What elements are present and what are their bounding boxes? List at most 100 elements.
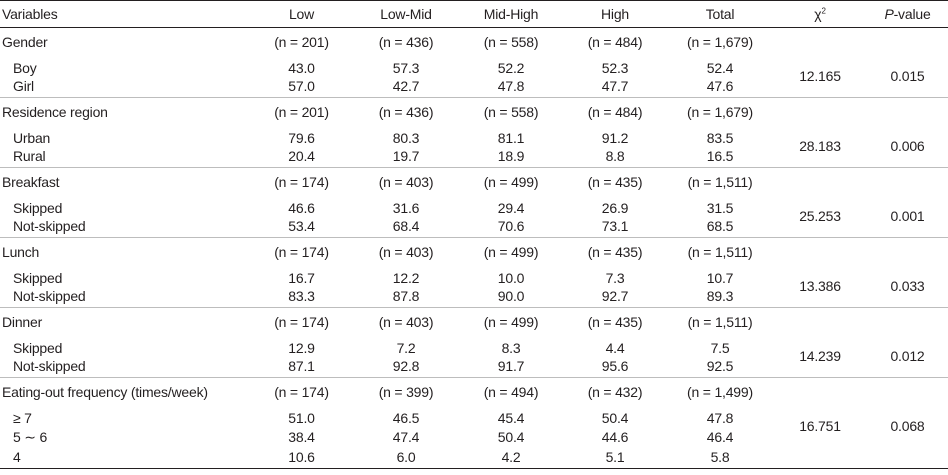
p-suffix: -value — [893, 6, 931, 22]
empty-cell — [773, 237, 867, 266]
value-total: 31.5 — [706, 199, 734, 216]
value-low-mid: 68.4 — [392, 217, 420, 234]
sample-size-total: (n = 1,511) — [667, 237, 773, 266]
header-p-value: P-value — [867, 0, 948, 28]
row-label: Not-skipped — [13, 217, 86, 234]
sample-size-mid-high: (n = 499) — [459, 237, 563, 266]
group-label: Dinner — [0, 307, 250, 336]
value-low: 87.1 — [288, 357, 315, 374]
value-low-mid: 57.3 — [392, 59, 420, 76]
value-low: 57.0 — [288, 77, 315, 94]
chi-square-value: 25.253 — [799, 207, 841, 224]
chi-square-value: 16.751 — [799, 418, 841, 434]
sample-size-total: (n = 1,511) — [667, 307, 773, 336]
sample-size-low-mid: (n = 403) — [353, 167, 459, 196]
p-value: 0.001 — [890, 207, 925, 224]
row-label: Boy — [13, 59, 37, 76]
value-high: 26.9 — [601, 199, 629, 216]
chi-square-value: 12.165 — [799, 67, 841, 84]
group-header-row: Residence region (n = 201) (n = 436) (n = 5… — [0, 97, 948, 126]
sample-size-mid-high: (n = 494) — [459, 377, 563, 406]
value-mid-high: 91.7 — [497, 357, 525, 374]
row-label: Girl — [13, 77, 34, 94]
row-label: 5 ∼ 6 — [13, 428, 48, 445]
p-value: 0.006 — [890, 137, 925, 154]
value-total: 46.4 — [706, 429, 734, 445]
empty-cell — [773, 97, 867, 126]
table-row: ≥ 7 51.0 46.5 45.4 50.4 47.8 16.751 0.068 — [0, 406, 948, 435]
value-low-mid: 42.7 — [392, 77, 420, 94]
chi-square-value: 13.386 — [799, 277, 841, 294]
table-row: Skipped 12.9 7.2 8.3 4.4 7.5 14.239 0.012 — [0, 336, 948, 364]
sample-size-low: (n = 174) — [250, 167, 353, 196]
empty-cell — [867, 167, 948, 196]
value-high: 50.4 — [601, 409, 629, 426]
p-value: 0.033 — [890, 277, 925, 294]
value-mid-high: 52.2 — [497, 59, 525, 76]
row-label: Rural — [13, 147, 46, 164]
table-row: Not-skipped 53.4 68.4 70.6 73.1 68.5 — [0, 217, 948, 238]
value-low: 51.0 — [288, 409, 315, 426]
empty-cell — [773, 28, 867, 56]
header-row: Variables Low Low-Mid Mid-High High Tota… — [0, 0, 948, 28]
value-total: 5.8 — [667, 447, 773, 469]
p-letter: P — [884, 6, 894, 22]
value-low: 46.6 — [288, 199, 315, 216]
group-label: Breakfast — [0, 167, 250, 196]
sample-size-mid-high: (n = 499) — [459, 167, 563, 196]
value-low: 53.4 — [288, 217, 315, 234]
table-row: Not-skipped 83.3 87.8 90.0 92.7 89.3 — [0, 287, 948, 308]
value-total: 68.5 — [706, 217, 734, 234]
empty-cell — [867, 307, 948, 336]
value-high: 52.3 — [601, 59, 629, 76]
value-mid-high: 81.1 — [497, 129, 525, 146]
value-low: 16.7 — [288, 269, 315, 286]
value-low-mid: 92.8 — [392, 357, 420, 374]
value-low-mid: 87.8 — [392, 287, 420, 304]
value-low-mid: 12.2 — [392, 269, 420, 286]
value-mid-high: 18.9 — [497, 147, 525, 164]
value-low: 10.6 — [250, 447, 353, 469]
sample-size-low-mid: (n = 399) — [353, 377, 459, 406]
table-row: Not-skipped 87.1 92.8 91.7 95.6 92.5 — [0, 357, 948, 378]
table-row: Rural 20.4 19.7 18.9 8.8 16.5 — [0, 147, 948, 168]
row-label: Not-skipped — [13, 357, 86, 374]
header-variables: Variables — [0, 0, 250, 28]
value-mid-high: 47.8 — [497, 77, 525, 94]
value-high: 8.8 — [605, 147, 625, 164]
value-mid-high: 70.6 — [497, 217, 525, 234]
value-total: 47.8 — [706, 409, 734, 426]
sample-size-mid-high: (n = 499) — [459, 307, 563, 336]
value-mid-high: 29.4 — [497, 199, 525, 216]
value-high: 92.7 — [601, 287, 629, 304]
group-label: Residence region — [0, 97, 250, 126]
sample-size-total: (n = 1,499) — [667, 377, 773, 406]
sample-size-total: (n = 1,679) — [667, 97, 773, 126]
value-low: 20.4 — [288, 147, 315, 164]
table-header: Variables Low Low-Mid Mid-High High Tota… — [0, 0, 948, 28]
table-row: 4 10.6 6.0 4.2 5.1 5.8 — [0, 447, 948, 469]
value-low-mid: 31.6 — [392, 199, 420, 216]
table-row: Skipped 46.6 31.6 29.4 26.9 31.5 25.253 0.001 — [0, 196, 948, 224]
value-low-mid: 7.2 — [396, 339, 416, 356]
empty-cell — [867, 28, 948, 56]
table-row: Urban 79.6 80.3 81.1 91.2 83.5 28.183 0.006 — [0, 126, 948, 154]
empty-cell — [773, 377, 867, 406]
p-value: 0.068 — [890, 418, 925, 434]
table-row: Boy 43.0 57.3 52.2 52.3 52.4 12.165 0.015 — [0, 56, 948, 84]
sample-size-mid-high: (n = 558) — [483, 33, 539, 50]
value-low-mid: 80.3 — [392, 129, 420, 146]
group-label: Eating-out frequency (times/week) — [0, 377, 250, 406]
sample-size-total: (n = 1,511) — [667, 167, 773, 196]
sample-size-low: (n = 174) — [250, 237, 353, 266]
sample-size-low: (n = 174) — [250, 377, 353, 406]
value-low: 38.4 — [288, 429, 315, 445]
value-mid-high: 8.3 — [501, 339, 521, 356]
empty-cell — [867, 447, 948, 469]
empty-cell — [867, 97, 948, 126]
sample-size-high: (n = 432) — [563, 377, 667, 406]
sample-size-low-mid: (n = 403) — [353, 307, 459, 336]
sample-size-high: (n = 435) — [563, 237, 667, 266]
